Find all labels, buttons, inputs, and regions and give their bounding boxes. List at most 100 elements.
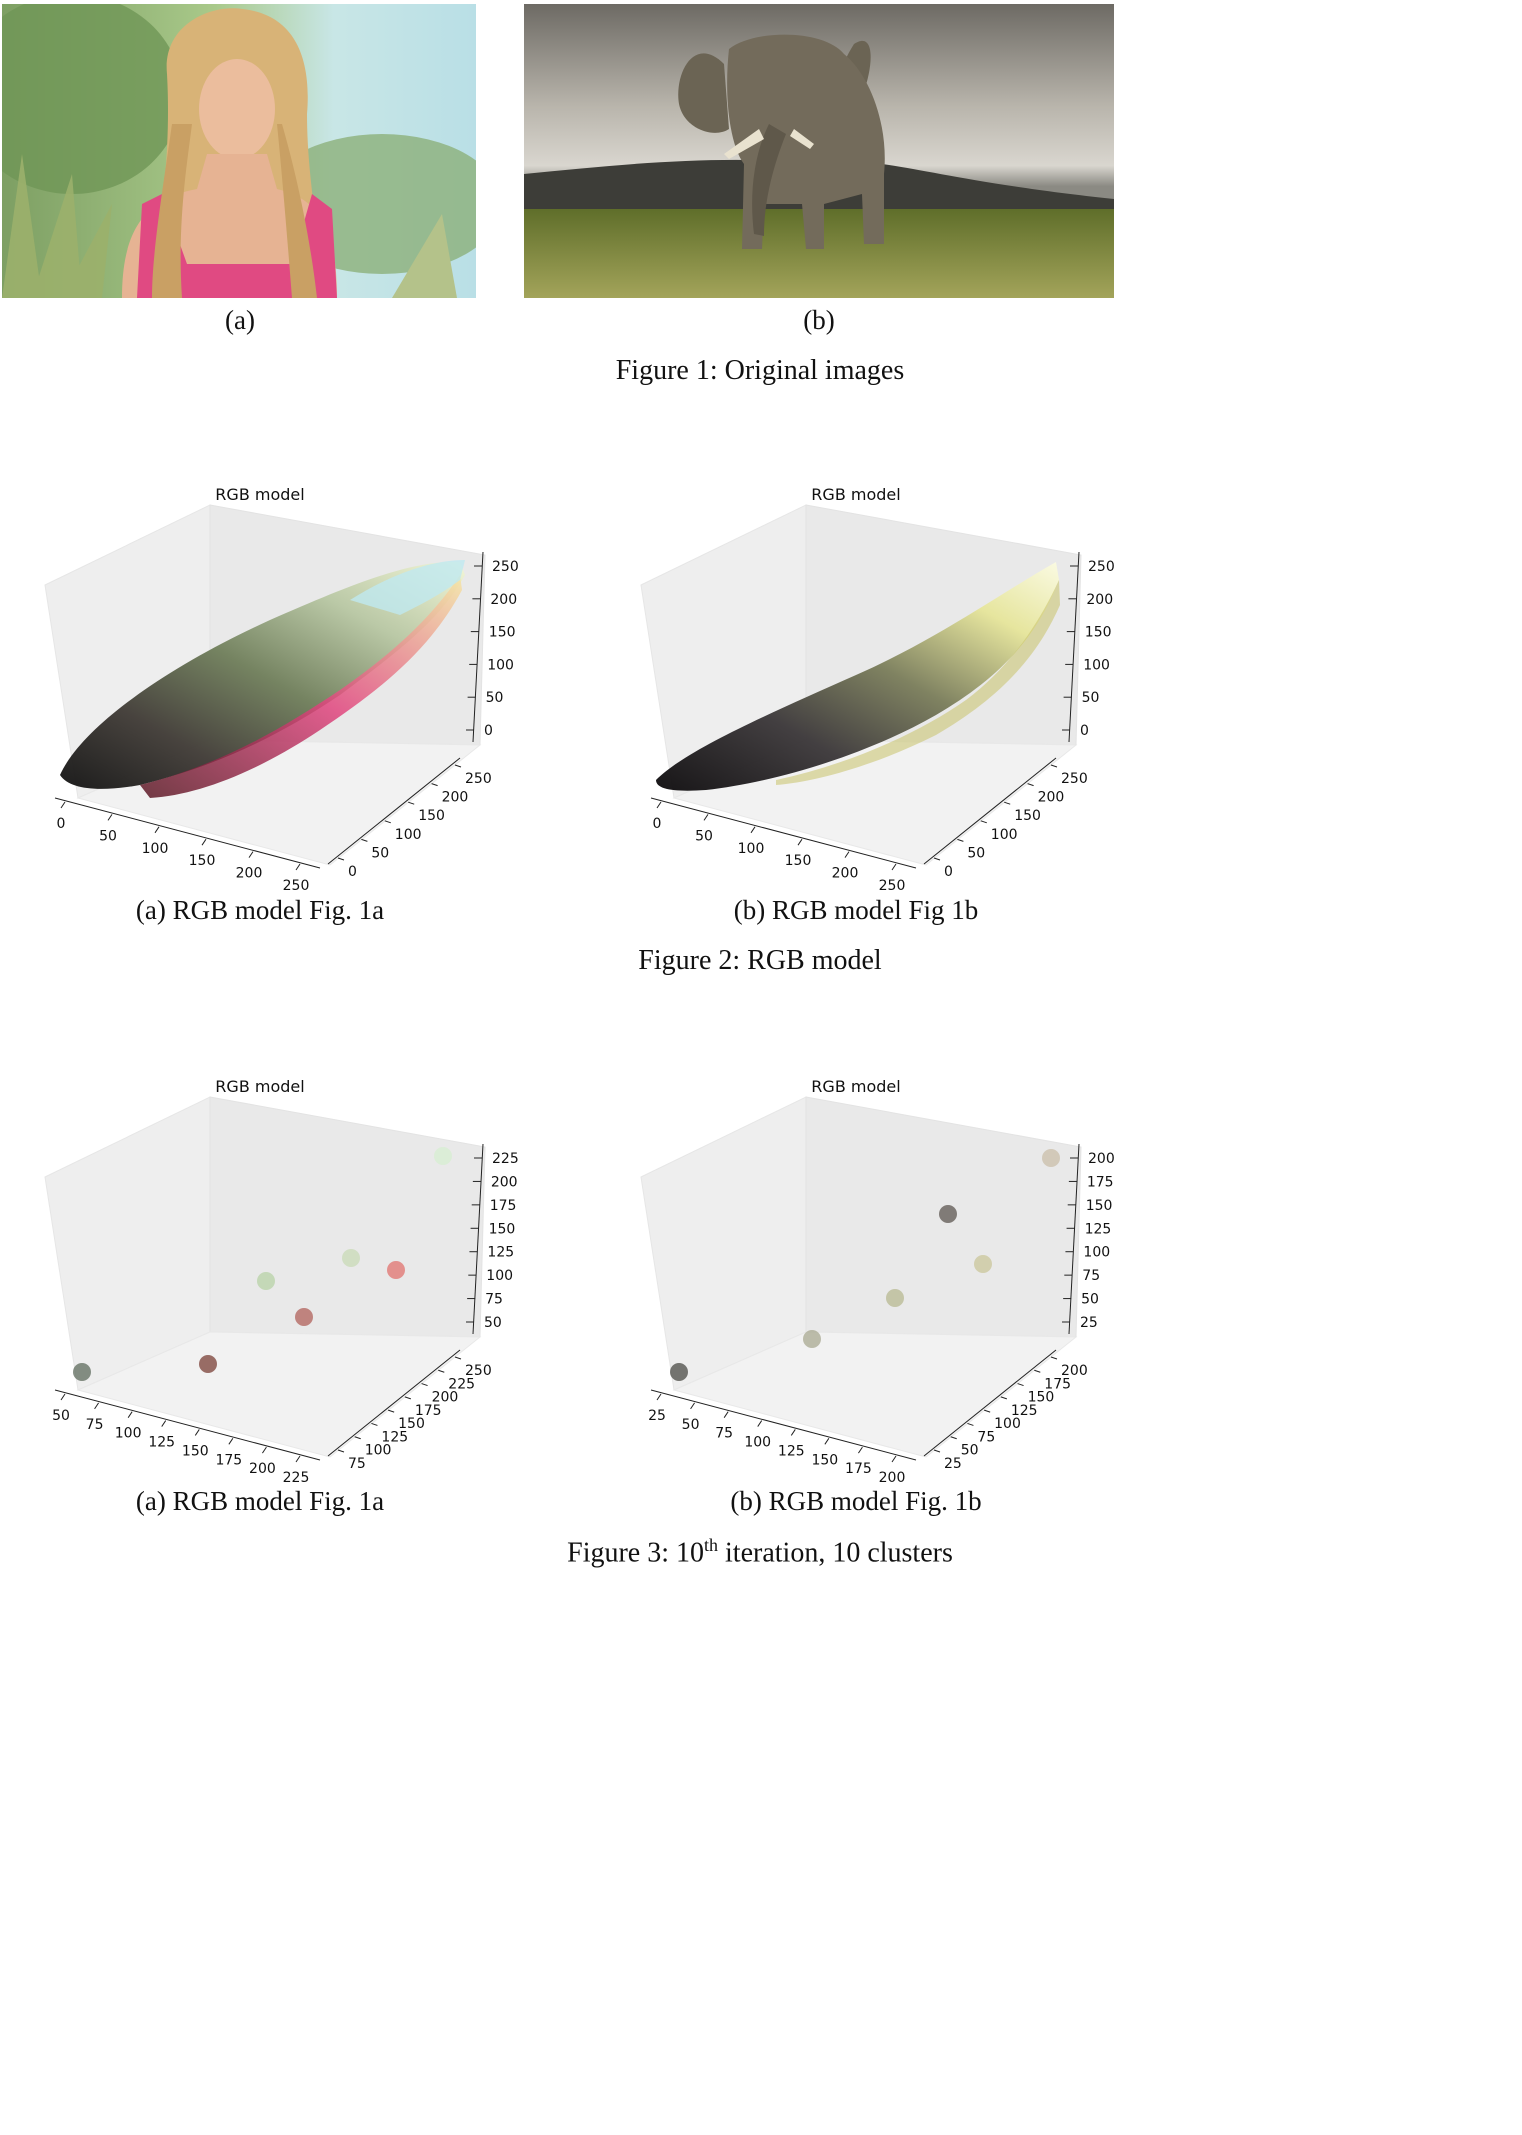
y-tick bbox=[1034, 1369, 1041, 1373]
x-tick bbox=[750, 826, 756, 834]
y-tick bbox=[983, 1409, 991, 1413]
y-tick-label: 50 bbox=[961, 1443, 979, 1459]
y-tick bbox=[408, 801, 415, 805]
x-tick bbox=[797, 838, 803, 846]
figure3-sub-b: (b) RGB model Fig. 1b bbox=[730, 1486, 982, 1516]
y-tick-label: 75 bbox=[977, 1429, 995, 1445]
figure3-plot-b: RGB model2001751501251007550252550751001… bbox=[640, 1077, 1115, 1486]
x-tick bbox=[107, 814, 113, 821]
y-tick-label: 250 bbox=[465, 771, 492, 787]
z-tick-label: 100 bbox=[1083, 1245, 1110, 1261]
x-tick-label: 50 bbox=[99, 828, 117, 844]
x-tick-label: 200 bbox=[879, 1470, 906, 1486]
x-tick-label: 100 bbox=[744, 1435, 771, 1451]
x-tick bbox=[127, 1411, 133, 1418]
z-tick-label: 150 bbox=[1086, 1198, 1113, 1214]
photo-elephant bbox=[524, 4, 1114, 298]
x-axis-line bbox=[650, 1389, 917, 1461]
figure3-caption-suffix: iteration, 10 clusters bbox=[718, 1537, 953, 1569]
z-tick-label: 100 bbox=[1083, 657, 1110, 673]
y-tick bbox=[387, 1409, 395, 1413]
z-axis-line bbox=[472, 551, 484, 743]
z-tick-label: 75 bbox=[1082, 1268, 1100, 1284]
x-tick-label: 125 bbox=[778, 1443, 805, 1459]
cluster-point bbox=[803, 1330, 821, 1348]
y-tick bbox=[1050, 764, 1058, 768]
x-tick-label: 150 bbox=[182, 1443, 209, 1459]
y-tick bbox=[1050, 1356, 1058, 1360]
y-tick-label: 125 bbox=[381, 1429, 408, 1445]
y-tick-label: 50 bbox=[967, 845, 985, 861]
figure1-panel-a-label: (a) bbox=[225, 305, 255, 335]
x-tick-label: 225 bbox=[283, 1470, 310, 1486]
x-tick-label: 100 bbox=[115, 1426, 142, 1442]
z-axis-line bbox=[1068, 1143, 1080, 1335]
x-tick-label: 50 bbox=[682, 1417, 700, 1433]
z-tick-label: 50 bbox=[1081, 1292, 1099, 1308]
y-tick bbox=[361, 838, 368, 842]
z-tick-label: 200 bbox=[491, 1174, 518, 1190]
y-tick-label: 200 bbox=[442, 790, 469, 806]
y-tick bbox=[421, 1383, 428, 1387]
y-tick-label: 100 bbox=[994, 1416, 1021, 1432]
y-tick bbox=[371, 1422, 378, 1426]
x-tick bbox=[295, 863, 301, 871]
cluster-point bbox=[974, 1255, 992, 1273]
x-tick-label: 50 bbox=[52, 1408, 70, 1424]
figure1-panel-b-label: (b) bbox=[803, 305, 835, 335]
z-tick-label: 150 bbox=[489, 625, 516, 641]
figure2-sub-b: (b) RGB model Fig 1b bbox=[733, 895, 979, 925]
photo-woman bbox=[2, 4, 476, 298]
z-tick-label: 100 bbox=[486, 1268, 513, 1284]
x-axis-line bbox=[650, 797, 917, 869]
cluster-point bbox=[670, 1363, 688, 1381]
x-tick bbox=[723, 1411, 729, 1418]
x-tick-label: 25 bbox=[648, 1408, 666, 1424]
x-tick-label: 0 bbox=[653, 816, 662, 832]
y-tick-label: 200 bbox=[1061, 1363, 1088, 1379]
y-tick bbox=[384, 820, 391, 824]
cluster-point bbox=[387, 1261, 405, 1279]
x-tick bbox=[790, 1429, 796, 1436]
figure2-sub-a: (a) RGB model Fig. 1a bbox=[135, 895, 385, 925]
x-tick-label: 200 bbox=[249, 1461, 276, 1477]
point-cloud-yellow bbox=[776, 580, 1060, 785]
y-tick-label: 50 bbox=[371, 845, 389, 861]
x-tick bbox=[262, 1446, 267, 1454]
y-tick-label: 250 bbox=[1061, 771, 1088, 787]
figure3-plot-a: RGB model2252001751501251007550507510012… bbox=[44, 1077, 519, 1486]
cluster-point bbox=[342, 1249, 360, 1267]
cluster-point bbox=[434, 1147, 452, 1165]
z-tick-label: 75 bbox=[485, 1292, 503, 1308]
x-tick bbox=[248, 851, 254, 858]
figure3-sub-a: (a) RGB model Fig. 1a bbox=[135, 1486, 385, 1516]
x-tick bbox=[60, 801, 66, 809]
point-cloud-cyan bbox=[350, 560, 465, 615]
figure1-caption: Figure 1: Original images bbox=[615, 355, 905, 386]
z-tick-label: 25 bbox=[1080, 1315, 1098, 1331]
y-tick-label: 100 bbox=[395, 827, 422, 843]
x-tick-label: 75 bbox=[86, 1417, 104, 1433]
y-axis-line bbox=[923, 757, 1057, 865]
y-tick bbox=[950, 1436, 957, 1440]
y-tick-label: 75 bbox=[348, 1456, 366, 1472]
figure3-caption-prefix: Figure 3: 10 bbox=[567, 1537, 705, 1569]
x-tick bbox=[757, 1420, 763, 1427]
y-axis-line bbox=[327, 757, 461, 865]
x-tick bbox=[824, 1438, 830, 1445]
y-tick bbox=[337, 1449, 345, 1453]
y-tick-label: 0 bbox=[944, 864, 953, 880]
x-tick-label: 0 bbox=[57, 816, 66, 832]
figure3-caption-sup: th bbox=[704, 1535, 719, 1555]
z-tick-label: 50 bbox=[1082, 690, 1100, 706]
x-tick-label: 175 bbox=[845, 1461, 872, 1477]
z-tick-label: 50 bbox=[486, 690, 504, 706]
y-tick bbox=[1000, 1396, 1008, 1400]
z-tick-label: 0 bbox=[1080, 723, 1089, 739]
y-tick bbox=[1017, 1383, 1024, 1387]
woman-image bbox=[2, 4, 476, 298]
y-tick-label: 125 bbox=[1011, 1403, 1038, 1419]
z-tick-label: 125 bbox=[1085, 1221, 1112, 1237]
y-tick-label: 150 bbox=[1028, 1390, 1055, 1406]
x-tick-label: 125 bbox=[148, 1435, 175, 1451]
